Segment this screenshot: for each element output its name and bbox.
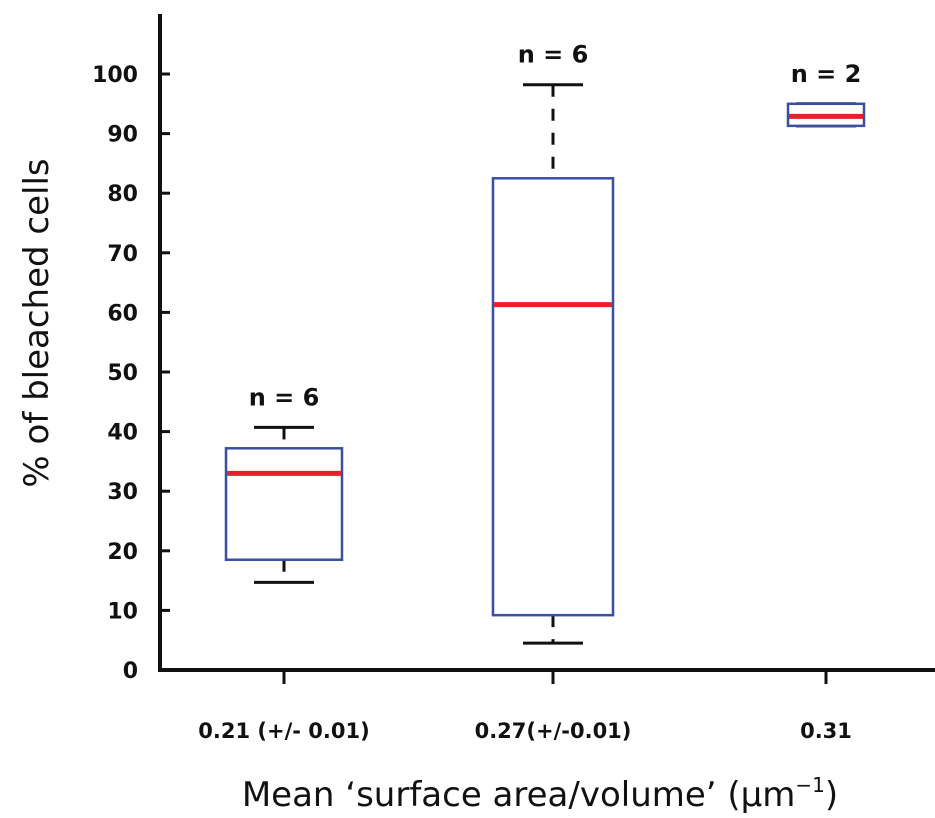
n-label: n = 6 bbox=[518, 41, 589, 69]
n-label: n = 6 bbox=[249, 383, 320, 411]
y-axis-title: % of bleached cells bbox=[17, 158, 57, 487]
y-tick-label: 30 bbox=[107, 480, 138, 505]
x-axis-title-main: Mean ‘surface area/volume’ (μm bbox=[242, 775, 796, 815]
box-group: n = 6 bbox=[491, 41, 615, 645]
y-tick-label: 70 bbox=[107, 242, 138, 267]
n-label: n = 2 bbox=[791, 60, 862, 88]
box-rect bbox=[224, 447, 344, 561]
box-group: n = 6 bbox=[224, 383, 344, 584]
y-tick-label: 100 bbox=[92, 63, 138, 88]
axes bbox=[158, 14, 935, 672]
boxes: n = 6 n = 6 n = 2 bbox=[224, 41, 866, 645]
y-tick-label: 80 bbox=[107, 182, 138, 207]
y-tick-label: 0 bbox=[123, 659, 138, 684]
y-tick-label: 20 bbox=[107, 540, 138, 565]
y-tick-label: 90 bbox=[107, 123, 138, 148]
x-tick-label: 0.21 (+/- 0.01) bbox=[198, 719, 369, 743]
x-tick-label: 0.27(+/-0.01) bbox=[475, 719, 632, 743]
x-axis-ticks: 0.21 (+/- 0.01) 0.27(+/-0.01) 0.31 bbox=[198, 670, 852, 743]
y-tick-label: 10 bbox=[107, 599, 138, 624]
x-tick-label: 0.31 bbox=[800, 719, 852, 743]
y-tick-label: 60 bbox=[107, 301, 138, 326]
x-axis-title-suffix: ) bbox=[825, 775, 838, 815]
box-group: n = 2 bbox=[786, 60, 866, 128]
y-tick-label: 50 bbox=[107, 361, 138, 386]
y-tick-label: 40 bbox=[107, 421, 138, 446]
x-axis-title-superscript: −1 bbox=[795, 773, 824, 797]
y-axis-ticks: 0 10 20 30 40 50 60 70 80 90 100 bbox=[92, 63, 170, 684]
box-rect bbox=[491, 177, 615, 617]
x-axis-title: Mean ‘surface area/volume’ (μm−1) bbox=[242, 773, 838, 815]
